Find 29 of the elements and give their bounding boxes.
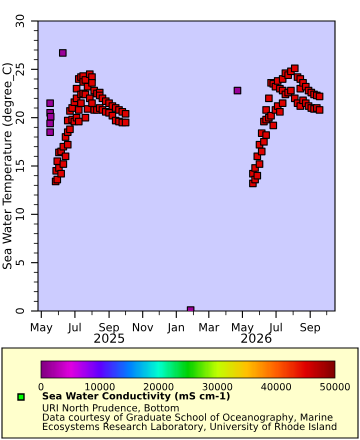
text: URI North Prudence, Bottom xyxy=(42,404,179,413)
y-tick-label: 25 xyxy=(16,63,24,76)
x-tick-label: May xyxy=(30,323,52,334)
text: 2025 xyxy=(94,333,124,343)
color-bar-label: 10000 xyxy=(85,383,115,390)
color-bar-label: 50000 xyxy=(320,383,350,390)
y-tick-label: 10 xyxy=(16,208,24,220)
color-bar-label: 0 xyxy=(38,383,44,390)
x-tick-label: Jul xyxy=(68,322,81,334)
text: Data courtesy of Graduate School of Oceanography, Marine xyxy=(42,413,333,423)
text: Ecosystems Research Laboratory, University of Rhode Island xyxy=(42,422,336,432)
y-tick-label: 20 xyxy=(16,111,24,124)
x-tick-label: Nov xyxy=(132,323,154,332)
color-bar-label: 30000 xyxy=(202,383,232,390)
x-tick-label: Jul xyxy=(268,322,282,334)
color-bar-label: 20000 xyxy=(144,383,174,390)
x-tick-label: Sep xyxy=(99,323,119,334)
y-tick-label: 15 xyxy=(16,160,24,172)
color-bar-label: 40000 xyxy=(261,383,292,390)
text: 2026 xyxy=(241,333,272,343)
y-tick-label: 30 xyxy=(16,14,24,28)
x-tick-label: Sep xyxy=(300,323,320,334)
color-bar-title: Sea Water Conductivity (mS cm-1) xyxy=(42,392,230,402)
y-tick-label: 0 xyxy=(16,308,24,314)
y-tick-label: 5 xyxy=(16,260,24,266)
x-tick-label: May xyxy=(232,323,254,334)
y-axis-title: Sea Water Temperature (degree_C) xyxy=(2,63,14,270)
x-tick-label: Mar xyxy=(199,323,220,332)
x-tick-label: Jan xyxy=(167,323,184,334)
